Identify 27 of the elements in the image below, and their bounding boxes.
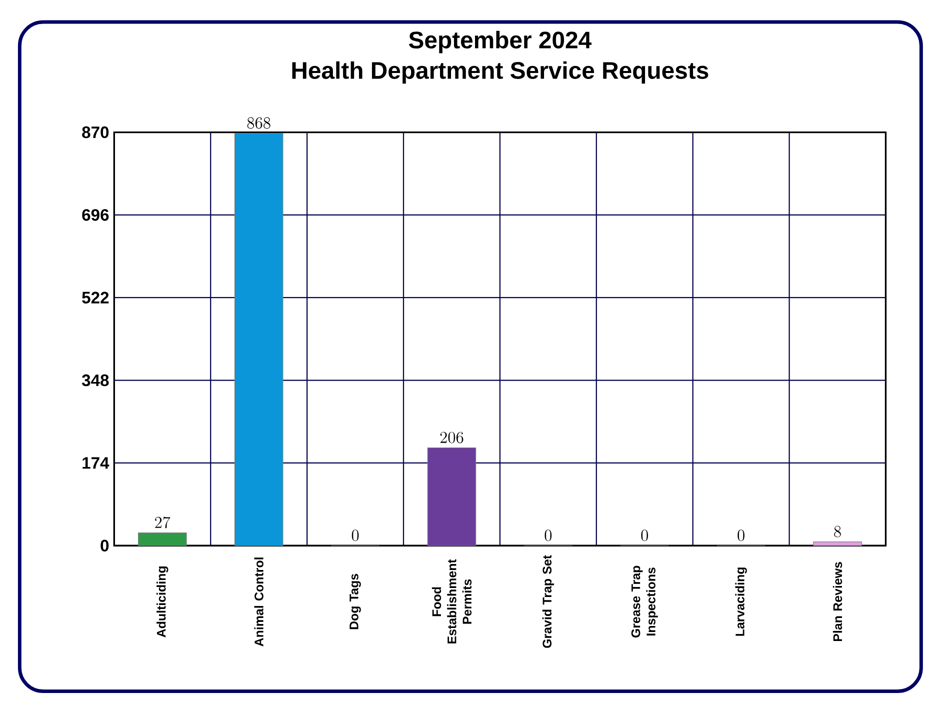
y-tick-label: 0 [100,540,109,552]
data-label: 0 [738,530,744,542]
y-tick-label: 174 [82,457,110,469]
chart-title: September 2024 Health Department Service Requests [292,30,708,84]
data-label: 0 [641,530,648,542]
data-label: 27 [155,516,170,528]
x-tick-label: Larvaciding [735,568,747,636]
x-tick-label: Animal Control [254,558,264,646]
data-label: 0 [352,530,359,542]
x-tick-label: Plan Reviews [832,562,842,642]
data-label: 0 [544,530,552,542]
bar [813,542,862,546]
y-tick-label: 870 [82,126,109,138]
data-label: 206 [440,432,464,444]
bar [427,447,476,546]
x-tick-label: Dog Tags [350,574,361,630]
x-tick-label: Gravid Trap Set [542,555,554,648]
x-tick-label: Food Establishment Permits [432,559,472,644]
y-tick-label: 522 [82,292,109,304]
bar [138,532,187,546]
data-label: 868 [247,117,270,129]
x-tick-label: Grease Trap Inspections [631,566,658,638]
y-tick-label: 348 [82,374,109,386]
data-label: 8 [834,526,841,538]
bar [234,132,284,546]
x-tick-label: Adulticiding [156,566,168,638]
y-tick-label: 696 [82,209,109,221]
